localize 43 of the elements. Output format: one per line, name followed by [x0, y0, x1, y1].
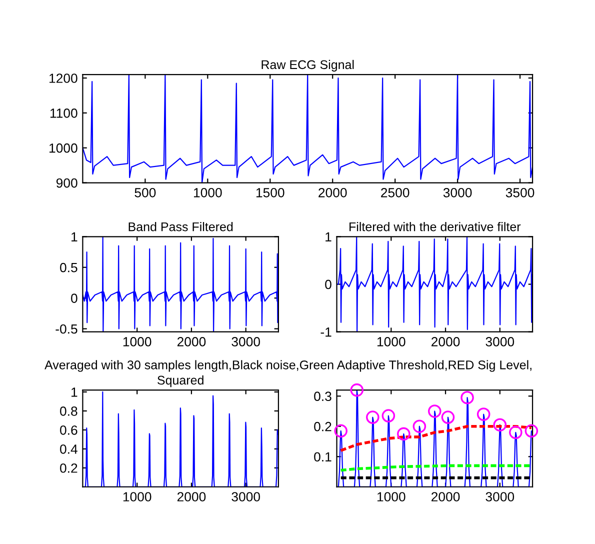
y-tick-label: 0.8: [60, 406, 78, 416]
y-tick-label: 1200: [50, 74, 78, 83]
x-tick-label: 1000: [123, 337, 152, 346]
x-tick-label: 3000: [443, 188, 472, 198]
x-tick-label: 2000: [177, 492, 206, 502]
x-tick-label: 2500: [381, 188, 410, 198]
y-tick-label: 1: [72, 388, 78, 397]
x-tick-label: 1500: [256, 188, 284, 198]
chart-title: Band Pass Filtered: [128, 222, 233, 232]
y-tick-label: 1: [326, 232, 332, 242]
y-tick-label: 0.6: [60, 425, 78, 435]
y-tick-label: 1000: [50, 143, 78, 153]
x-tick-label: 3500: [506, 188, 534, 198]
y-tick-label: 0.3: [314, 392, 332, 402]
x-tick-label: 3000: [486, 337, 514, 346]
x-tick-label: 1000: [377, 337, 406, 346]
y-tick-label: 0: [71, 294, 78, 303]
chart-title: Averaged with 30 samples length,Black noise,Green Adaptive Threshold,RED Sig Level,: [44, 360, 532, 372]
x-tick-label: 1000: [377, 492, 406, 502]
y-tick-label: 0.2: [314, 422, 332, 432]
x-tick-label: 2000: [432, 337, 460, 346]
y-tick-label: -0.5: [56, 324, 78, 334]
x-tick-label: 1000: [123, 492, 152, 502]
x-tick-label: 3000: [486, 492, 514, 502]
x-tick-label: 500: [134, 188, 156, 198]
x-tick-label: 2000: [432, 492, 460, 502]
chart-title: Squared: [158, 375, 204, 388]
y-tick-label: 0.2: [60, 463, 78, 473]
chart-title: Raw ECG Signal: [262, 60, 354, 72]
y-tick-label: 0.5: [60, 262, 78, 272]
x-tick-label: 1000: [194, 188, 222, 198]
y-tick-label: 1100: [50, 108, 78, 118]
x-tick-label: 2000: [318, 188, 347, 198]
x-tick-label: 3000: [232, 492, 260, 502]
y-tick-label: 0.4: [60, 444, 78, 454]
y-tick-label: -1: [320, 328, 332, 337]
x-tick-label: 3000: [232, 337, 260, 346]
chart-title: Filtered with the derivative filter: [350, 222, 521, 232]
y-tick-label: 900: [56, 178, 78, 188]
x-tick-label: 2000: [177, 337, 206, 346]
y-tick-label: 1: [72, 232, 78, 242]
y-tick-label: 0.1: [314, 452, 332, 462]
y-tick-label: 0: [325, 280, 332, 290]
